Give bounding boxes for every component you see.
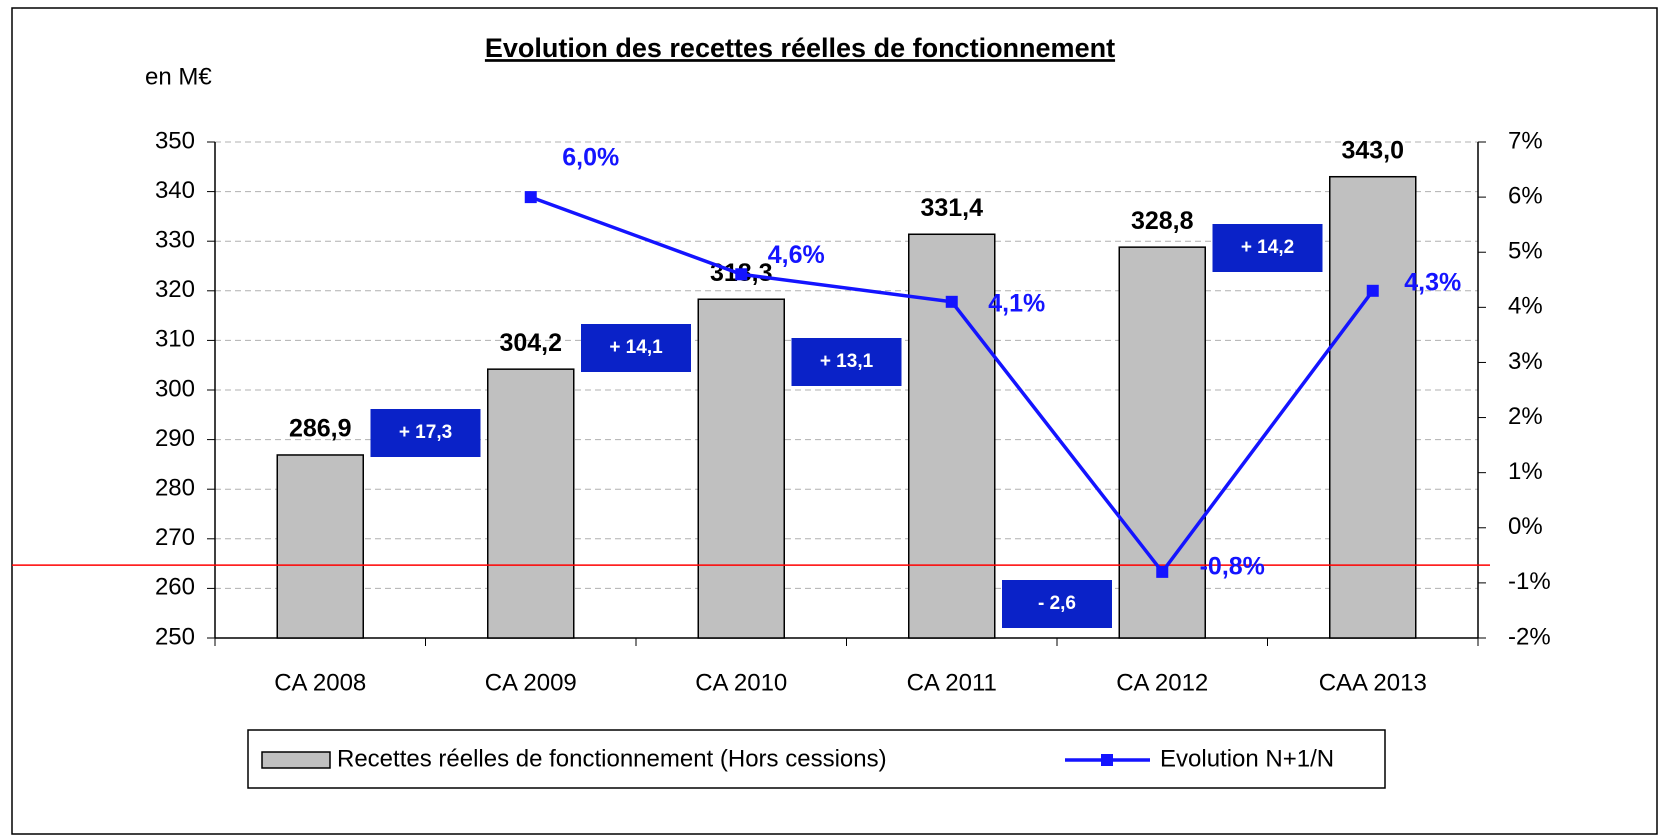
- annotation: - 2,6: [1038, 593, 1076, 614]
- chart-frame: [11, 7, 1658, 835]
- bar-value-label: 304,2: [499, 329, 562, 357]
- y2-tick-label: 4%: [1508, 293, 1543, 320]
- line-value-label: -0,8%: [1200, 552, 1265, 580]
- y2-tick-label: 1%: [1508, 458, 1543, 485]
- y-tick-label: 250: [155, 623, 195, 650]
- bar: [908, 233, 996, 639]
- bar-value-label: 286,9: [289, 415, 352, 443]
- bar: [1118, 246, 1206, 639]
- x-tick-label: CA 2008: [274, 669, 366, 696]
- line-marker: [1156, 565, 1169, 578]
- y-tick-label: 320: [155, 276, 195, 303]
- legend-label: Evolution N+1/N: [1160, 745, 1334, 772]
- y2-tick-label: 6%: [1508, 182, 1543, 209]
- y-axis-label: en M€: [145, 63, 212, 90]
- y2-tick-label: -1%: [1508, 568, 1551, 595]
- line-marker: [945, 295, 958, 308]
- y-tick-label: 260: [155, 574, 195, 601]
- bar-value-label: 343,0: [1341, 136, 1404, 164]
- bar: [487, 368, 575, 639]
- line-marker: [735, 268, 748, 281]
- x-tick-label: CA 2012: [1116, 669, 1208, 696]
- line-marker: [1366, 284, 1379, 297]
- line-value-label: 4,1%: [988, 289, 1045, 317]
- y2-tick-label: 3%: [1508, 348, 1543, 375]
- y-tick-label: 310: [155, 326, 195, 353]
- y-tick-label: 280: [155, 475, 195, 502]
- annotation-box: [1002, 580, 1112, 628]
- annotation-box: [791, 338, 902, 386]
- y2-tick-label: 2%: [1508, 403, 1543, 430]
- y2-tick-label: 5%: [1508, 238, 1543, 265]
- annotation-box: [1212, 224, 1323, 272]
- bar-value-label: 331,4: [920, 194, 983, 222]
- annotation: + 13,1: [820, 351, 874, 372]
- bar: [697, 298, 785, 639]
- line-marker: [524, 191, 537, 204]
- y-tick-label: 350: [155, 127, 195, 154]
- legend-swatch: [261, 751, 331, 769]
- bar: [276, 454, 364, 639]
- y-tick-label: 270: [155, 524, 195, 551]
- chart-title: Evolution des recettes réelles de foncti…: [485, 33, 1115, 63]
- y2-tick-label: -2%: [1508, 623, 1551, 650]
- annotation-box: [581, 324, 691, 372]
- annotation: + 14,2: [1241, 237, 1294, 258]
- y2-tick-label: 0%: [1508, 513, 1543, 540]
- y-tick-label: 290: [155, 425, 195, 452]
- line-value-label: 6,0%: [562, 144, 619, 172]
- y-tick-label: 330: [155, 227, 195, 254]
- bar: [1329, 175, 1417, 639]
- line-value-label: 4,3%: [1404, 268, 1461, 296]
- y-tick-label: 340: [155, 177, 195, 204]
- annotation: + 14,1: [609, 337, 663, 358]
- annotation: + 17,3: [399, 422, 452, 443]
- x-tick-label: CA 2009: [485, 669, 577, 696]
- legend: [247, 729, 1386, 789]
- annotation-box: [370, 409, 481, 457]
- x-tick-label: CA 2011: [907, 669, 997, 696]
- bar-value-label: 328,8: [1131, 207, 1194, 235]
- x-tick-label: CAA 2013: [1319, 669, 1427, 696]
- y2-tick-label: 7%: [1508, 127, 1543, 154]
- line-value-label: 4,6%: [768, 241, 825, 269]
- legend-label: Recettes réelles de fonctionnement (Hors…: [337, 745, 887, 772]
- y-tick-label: 300: [155, 375, 195, 402]
- legend-swatch: [1101, 754, 1113, 766]
- x-tick-label: CA 2010: [695, 669, 787, 696]
